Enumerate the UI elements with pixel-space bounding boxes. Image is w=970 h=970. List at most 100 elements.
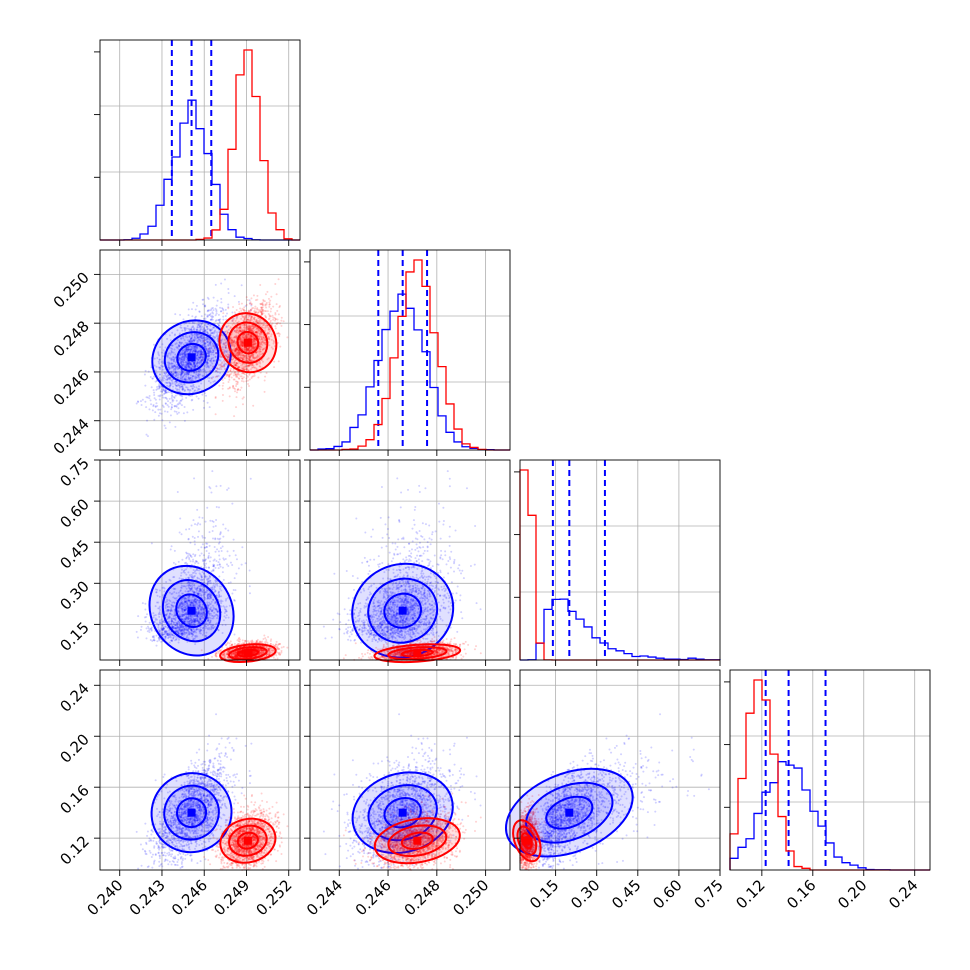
scatter-point [180,399,183,402]
scatter-point [196,362,199,365]
scatter-point [190,524,193,527]
scatter-point [239,375,242,378]
scatter-point [153,391,156,394]
scatter-point [216,333,219,336]
scatter-point [218,320,221,323]
scatter-point [259,371,262,374]
scatter-point [170,397,173,400]
scatter-point [188,348,191,351]
scatter-point [237,300,240,303]
scatter-point [205,348,208,351]
scatter-point [276,318,279,321]
scatter-point [196,508,199,511]
scatter-point [206,542,209,545]
scatter-point [195,560,198,563]
scatter-point [184,352,187,355]
scatter-point [220,301,223,304]
scatter-point [184,341,187,344]
scatter-point [198,350,201,353]
scatter-point [232,305,235,308]
scatter-point [170,405,173,408]
scatter-point [228,554,231,557]
scatter-point [155,644,158,647]
scatter-point [194,349,197,352]
scatter-point [226,488,229,491]
scatter-point [188,556,191,559]
scatter-point [279,345,282,348]
scatter-point [186,360,189,363]
scatter-point [258,310,261,313]
scatter-point [228,378,231,381]
scatter-point [188,391,191,394]
scatter-point [208,544,211,547]
scatter-point [194,561,197,564]
scatter-point [144,384,147,387]
scatter-point [240,379,243,382]
scatter-point [252,294,255,297]
scatter-point [207,343,210,346]
scatter-point [155,385,158,388]
scatter-point [211,470,214,473]
scatter-point [254,305,257,308]
scatter-point [211,307,214,310]
scatter-point [277,360,280,363]
scatter-point [200,348,203,351]
scatter-point [136,400,139,403]
scatter-point [165,391,168,394]
density-peak-series-1 [243,338,252,347]
scatter-point [170,545,173,548]
scatter-point [143,373,146,376]
scatter-point [206,325,209,328]
scatter-point [232,549,235,552]
scatter-point [140,403,143,406]
scatter-point [160,385,163,388]
scatter-point [164,402,167,405]
scatter-point [235,572,238,575]
scatter-point [180,336,183,339]
scatter-point [264,375,267,378]
scatter-point [208,313,211,316]
scatter-point [207,344,210,347]
scatter-point [197,397,200,400]
scatter-point [205,340,208,343]
scatter-point [227,381,230,384]
scatter-point [233,372,236,375]
scatter-point [222,318,225,321]
scatter-point [144,608,147,611]
scatter-point [194,316,197,319]
scatter-point [214,566,217,569]
scatter-point [249,301,252,304]
scatter-point [198,336,201,339]
scatter-point [194,523,197,526]
scatter-point [207,297,210,300]
scatter-point [274,282,277,285]
scatter-point [189,329,192,332]
scatter-point [164,389,167,392]
scatter-point [270,307,273,310]
scatter-point [144,400,147,403]
scatter-point [209,341,212,344]
scatter-point [164,427,167,430]
scatter-point [280,316,283,319]
scatter-point [199,321,202,324]
scatter-point [280,319,283,322]
scatter-point [224,308,227,311]
scatter-point [215,319,218,322]
scatter-point [189,365,192,368]
scatter-point [161,365,164,368]
scatter-point [235,383,238,386]
scatter-point [180,353,183,356]
scatter-point [227,307,230,310]
scatter-point [158,385,161,388]
scatter-point [146,419,149,422]
scatter-point [165,371,168,374]
scatter-point [174,380,177,383]
scatter-point [191,339,194,342]
scatter-point [206,332,209,335]
scatter-point [251,307,254,310]
scatter-point [183,354,186,357]
scatter-point [228,386,231,389]
scatter-point [254,299,257,302]
scatter-point [267,313,270,316]
scatter-point [179,374,182,377]
